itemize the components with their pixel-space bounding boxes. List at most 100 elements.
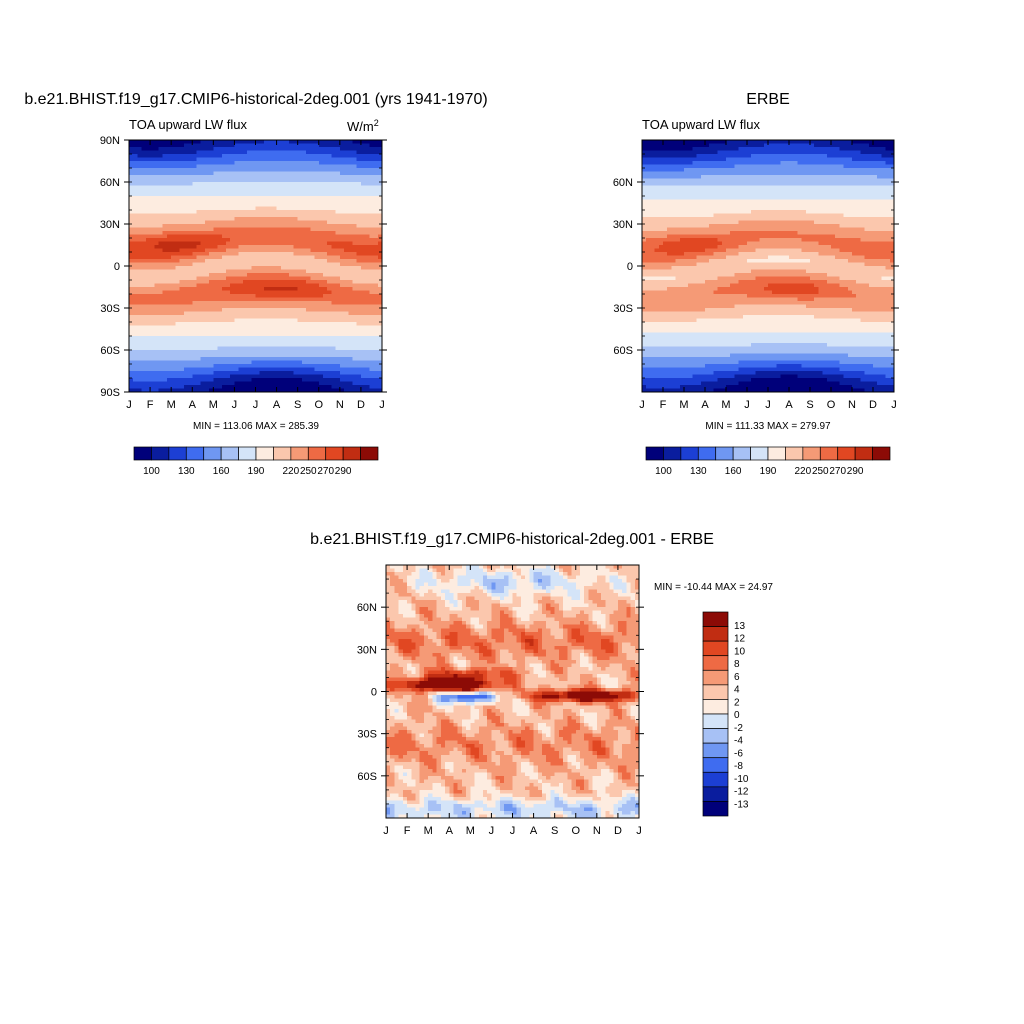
contour-cell — [259, 287, 265, 292]
contour-cell — [344, 259, 349, 264]
contour-cell — [158, 168, 164, 173]
contour-cell — [322, 290, 328, 295]
contour-cell — [230, 262, 236, 267]
contour-cell — [751, 143, 756, 148]
contour-cell — [684, 140, 689, 145]
contour-cell — [145, 388, 151, 392]
contour-cell — [348, 385, 354, 390]
contour-cell — [310, 269, 316, 274]
contour-cell — [158, 255, 164, 260]
contour-cell — [268, 336, 273, 341]
contour-cell — [810, 157, 815, 162]
contour-cell — [335, 157, 341, 162]
contour-cell — [200, 304, 206, 309]
contour-cell — [209, 217, 214, 222]
contour-cell — [230, 196, 236, 201]
contour-cell — [204, 224, 210, 229]
contour-cell — [356, 262, 362, 267]
contour-cell — [877, 161, 882, 166]
contour-cell — [885, 164, 891, 169]
contour-cell — [348, 206, 354, 211]
contour-cell — [826, 164, 832, 169]
contour-cell — [179, 245, 185, 250]
contour-cell — [650, 147, 656, 152]
contour-cell — [772, 150, 777, 155]
contour-cell — [242, 227, 248, 232]
contour-cell — [247, 252, 252, 257]
contour-cell — [297, 210, 303, 215]
contour-cell — [213, 350, 219, 355]
contour-cell — [238, 178, 244, 183]
contour-cell — [348, 227, 354, 232]
contour-cell — [204, 185, 210, 190]
contour-cell — [289, 227, 295, 232]
contour-cell — [344, 206, 349, 211]
contour-cell — [352, 385, 358, 390]
contour-cell — [141, 322, 147, 327]
contour-cell — [356, 364, 362, 369]
contour-cell — [234, 346, 240, 351]
contour-cell — [285, 276, 290, 281]
contour-cell — [663, 147, 668, 152]
contour-cell — [847, 164, 853, 169]
contour-cell — [192, 259, 198, 264]
contour-cell — [348, 287, 354, 292]
contour-cell — [183, 199, 189, 204]
contour-cell — [742, 164, 748, 169]
contour-cell — [734, 143, 740, 148]
contour-cell — [306, 241, 311, 246]
colorbar-label: 220 — [283, 466, 300, 477]
contour-cell — [280, 290, 286, 295]
contour-cell — [339, 154, 345, 159]
contour-cell — [192, 143, 198, 148]
contour-cell — [344, 227, 349, 232]
contour-cell — [339, 203, 345, 208]
contour-cell — [129, 192, 134, 197]
contour-cell — [344, 304, 349, 309]
contour-cell — [339, 318, 345, 323]
contour-cell — [365, 199, 370, 204]
contour-cell — [221, 290, 227, 295]
contour-cell — [255, 357, 261, 362]
contour-cell — [129, 217, 134, 222]
contour-cell — [327, 220, 332, 225]
contour-cell — [230, 318, 236, 323]
contour-cell — [276, 178, 282, 183]
contour-cell — [129, 357, 134, 362]
contour-cell — [158, 161, 164, 166]
contour-cell — [204, 360, 210, 365]
contour-cell — [200, 329, 206, 334]
contour-cell — [209, 374, 214, 379]
contour-cell — [289, 308, 295, 313]
contour-cell — [145, 336, 151, 341]
contour-cell — [331, 350, 337, 355]
contour-cell — [801, 143, 807, 148]
contour-cell — [154, 262, 160, 267]
contour-cell — [166, 325, 172, 330]
contour-cell — [356, 336, 362, 341]
contour-cell — [188, 234, 193, 239]
contour-cell — [171, 241, 176, 246]
contour-cell — [314, 269, 320, 274]
contour-cell — [213, 245, 219, 250]
contour-cell — [162, 378, 168, 383]
contour-cell — [365, 164, 370, 169]
contour-cell — [839, 154, 845, 159]
contour-cell — [318, 322, 324, 327]
contour-cell — [162, 353, 168, 358]
contour-cell — [251, 367, 257, 372]
contour-cell — [356, 280, 362, 285]
x-tick-label: S — [294, 399, 301, 411]
contour-cell — [717, 140, 723, 145]
contour-cell — [251, 388, 257, 392]
contour-cell — [230, 154, 236, 159]
contour-cell — [831, 143, 836, 148]
contour-cell — [322, 308, 328, 313]
contour-cell — [255, 367, 261, 372]
contour-cell — [154, 325, 160, 330]
contour-cell — [373, 241, 379, 246]
contour-cell — [339, 339, 345, 344]
contour-cell — [365, 297, 370, 302]
contour-cell — [314, 262, 320, 267]
contour-cell — [297, 381, 303, 386]
